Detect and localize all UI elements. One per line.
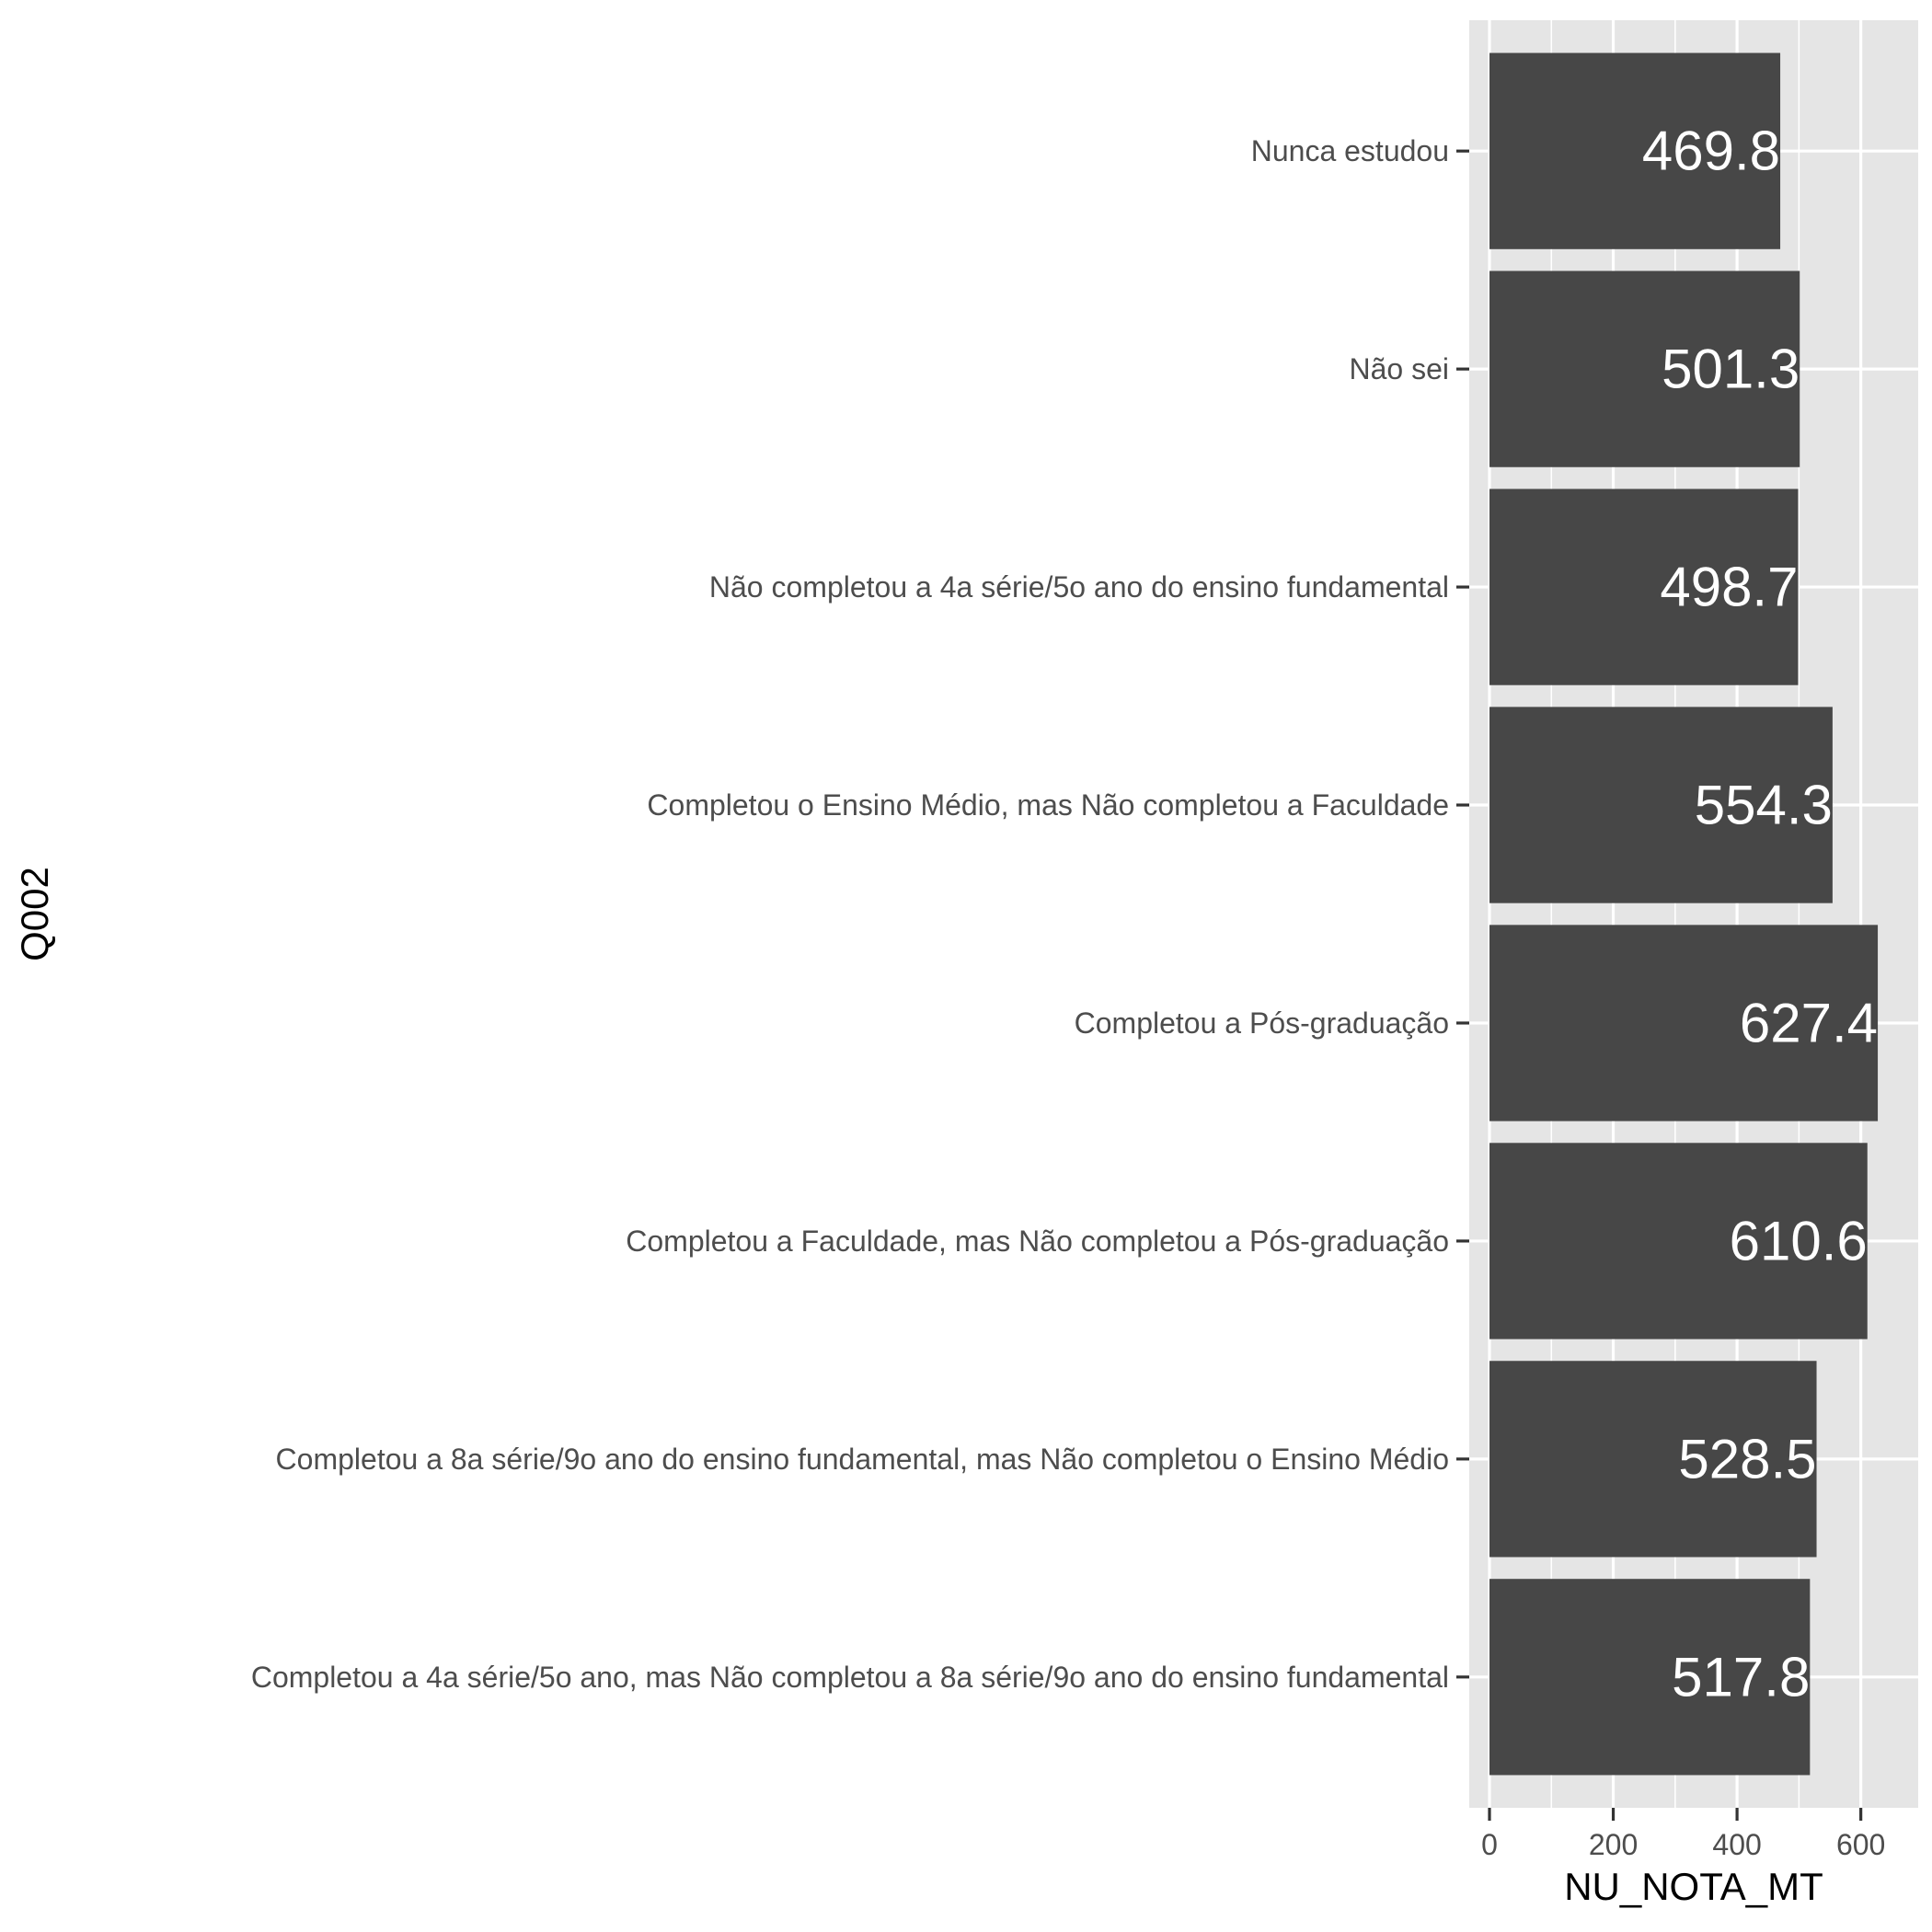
y-tick-label: Completou a Faculdade, mas Não completou… (626, 1225, 1449, 1258)
data-label: 501.3 (1662, 339, 1800, 400)
data-label: 469.8 (1642, 121, 1780, 182)
bar (1489, 925, 1879, 1121)
y-tick-label: Nunca estudou (1251, 134, 1449, 167)
y-tick-label: Completou a Pós-graduação (1075, 1006, 1449, 1040)
bar (1489, 270, 1800, 467)
data-label: 627.4 (1740, 992, 1878, 1053)
x-tick-label: 400 (1712, 1828, 1761, 1861)
y-axis-title: Q002 (13, 867, 56, 961)
x-tick-label: 0 (1481, 1828, 1498, 1861)
bar (1489, 1143, 1868, 1340)
bar (1489, 1361, 1817, 1558)
data-labels: 469.8 501.3 498.7 554.3 627.4 610.6 528.5 517.8 (1642, 121, 1878, 1708)
x-axis-title: NU_NOTA_MT (1564, 1865, 1823, 1908)
data-label: 528.5 (1678, 1428, 1816, 1489)
y-tick-label: Não completou a 4a série/5o ano do ensin… (709, 570, 1449, 604)
x-tick-label: 600 (1836, 1828, 1885, 1861)
bars (1489, 52, 1879, 1776)
x-axis: 0 200 400 600 (1481, 1808, 1885, 1861)
y-tick-label: Completou a 8a série/9o ano do ensino fu… (276, 1443, 1449, 1476)
bar (1489, 707, 1833, 903)
data-label: 498.7 (1660, 557, 1798, 618)
data-label: 517.8 (1672, 1646, 1810, 1708)
y-tick-label: Completou a 4a série/5o ano, mas Não com… (251, 1661, 1449, 1694)
bar (1489, 489, 1799, 685)
bar (1489, 1579, 1811, 1776)
y-tick-label: Não sei (1350, 352, 1450, 385)
data-label: 554.3 (1695, 775, 1833, 836)
data-label: 610.6 (1730, 1210, 1868, 1271)
bar (1489, 52, 1781, 249)
x-tick-label: 200 (1589, 1828, 1638, 1861)
y-axis: Nunca estudou Não sei Não completou a 4a s… (251, 134, 1469, 1694)
y-tick-label: Completou o Ensino Médio, mas Não comple… (647, 788, 1449, 822)
